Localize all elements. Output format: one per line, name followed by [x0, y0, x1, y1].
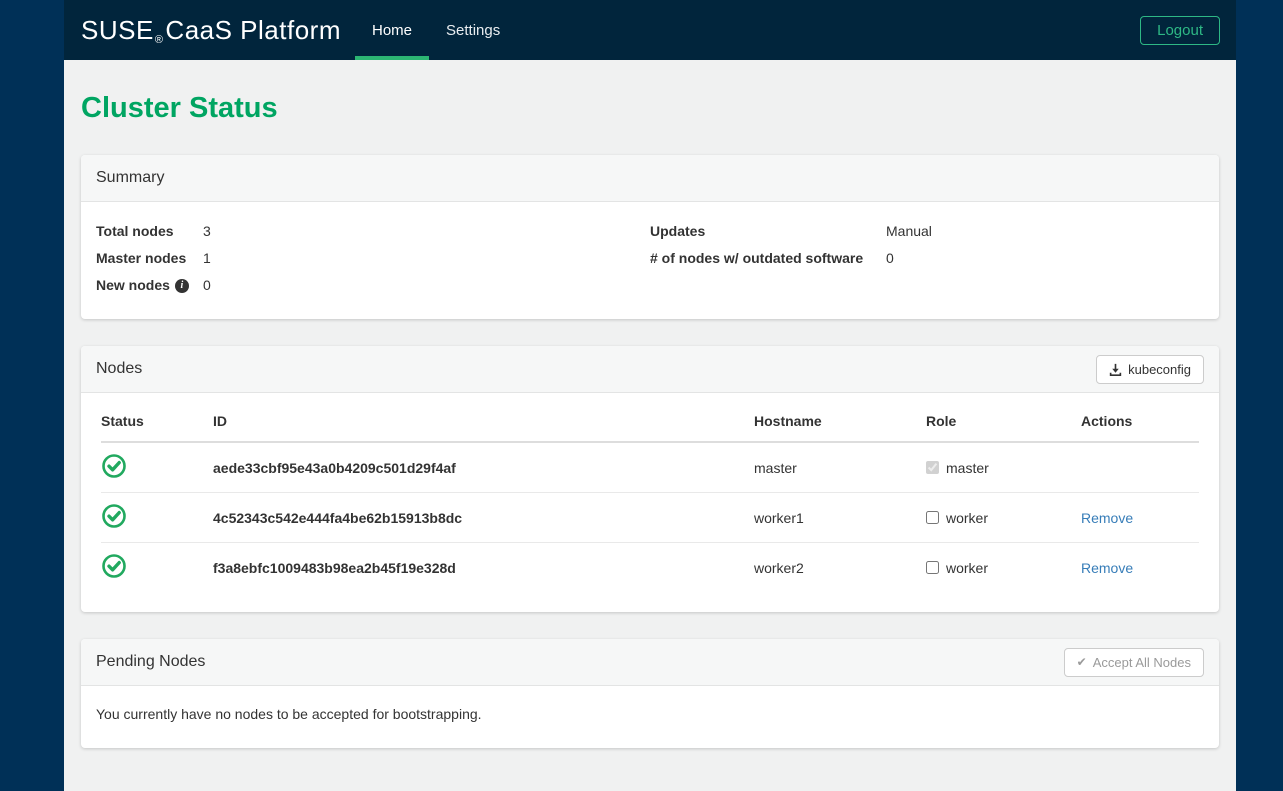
- pending-nodes-panel: Pending Nodes ✔ Accept All Nodes You cur…: [81, 639, 1219, 748]
- summary-body: Total nodes 3 Master nodes 1 New nodes i…: [81, 202, 1219, 319]
- status-ok-icon: [101, 453, 127, 479]
- summary-right-column: Updates Manual # of nodes w/ outdated so…: [650, 218, 1204, 299]
- role-checkbox[interactable]: [926, 511, 939, 524]
- status-ok-icon: [101, 553, 127, 579]
- pending-nodes-title: Pending Nodes: [96, 653, 206, 670]
- brand-product: CaaS Platform: [165, 14, 341, 45]
- tab-home[interactable]: Home: [355, 0, 430, 60]
- remove-node-link[interactable]: Remove: [1081, 559, 1134, 576]
- summary-left-column: Total nodes 3 Master nodes 1 New nodes i…: [96, 218, 650, 299]
- pending-panel-header: Pending Nodes ✔ Accept All Nodes: [81, 639, 1219, 686]
- nodes-panel: Nodes kubeconfig Status ID Hostname Role…: [81, 346, 1219, 612]
- nodes-table: Status ID Hostname Role Actions aede33cb…: [101, 399, 1199, 592]
- updates-label: Updates: [650, 223, 706, 239]
- new-nodes-label: New nodes i: [96, 272, 203, 299]
- summary-title: Summary: [96, 169, 165, 186]
- summary-row-total-nodes: Total nodes 3: [96, 218, 650, 245]
- column-header-actions: Actions: [1081, 399, 1199, 443]
- role-label: worker: [946, 559, 989, 576]
- role-label: worker: [946, 509, 989, 526]
- status-ok-icon: [101, 503, 127, 529]
- outdated-software-value: 0: [886, 250, 894, 266]
- table-row: aede33cbf95e43a0b4209c501d29f4af master ma…: [101, 442, 1199, 493]
- column-header-hostname: Hostname: [754, 399, 926, 443]
- registered-trademark: ®: [154, 34, 164, 46]
- page-container: SUSE ® CaaS Platform Home Settings Logout …: [64, 0, 1236, 791]
- accept-all-nodes-label: Accept All Nodes: [1092, 654, 1191, 670]
- updates-value: Manual: [886, 223, 932, 239]
- info-icon[interactable]: i: [174, 278, 189, 293]
- column-header-role: Role: [926, 399, 1081, 443]
- total-nodes-value: 3: [203, 223, 211, 239]
- summary-row-new-nodes: New nodes i 0: [96, 272, 650, 299]
- page-title: Cluster Status: [81, 92, 278, 124]
- kubeconfig-button-label: kubeconfig: [1128, 361, 1191, 377]
- role-checkbox[interactable]: [926, 461, 939, 474]
- navbar: SUSE ® CaaS Platform Home Settings Logout: [64, 0, 1236, 60]
- node-id: aede33cbf95e43a0b4209c501d29f4af: [213, 442, 754, 493]
- role-label: master: [946, 459, 989, 476]
- new-nodes-label-text: New nodes: [96, 277, 170, 293]
- summary-panel: Summary Total nodes 3 Master nodes 1 New…: [81, 155, 1219, 319]
- logout-button[interactable]: Logout: [1140, 15, 1220, 45]
- new-nodes-value: 0: [203, 277, 211, 293]
- nav-tabs: Home Settings: [355, 0, 517, 60]
- tab-settings-label: Settings: [446, 21, 501, 39]
- summary-row-master-nodes: Master nodes 1: [96, 245, 650, 272]
- column-header-status: Status: [101, 399, 213, 443]
- node-id: 4c52343c542e444fa4be62b15913b8dc: [213, 492, 754, 543]
- outdated-software-label: # of nodes w/ outdated software: [650, 250, 864, 266]
- summary-row-updates: Updates Manual: [650, 218, 1204, 245]
- node-hostname: master: [754, 442, 926, 493]
- master-nodes-value: 1: [203, 250, 211, 266]
- node-id: f3a8ebfc1009483b98ea2b45f19e328d: [213, 559, 456, 576]
- node-hostname: worker2: [754, 559, 804, 576]
- download-icon: [1109, 363, 1122, 376]
- total-nodes-label: Total nodes: [96, 223, 174, 239]
- kubeconfig-button[interactable]: kubeconfig: [1096, 354, 1204, 384]
- nodes-table-container: Status ID Hostname Role Actions aede33cb…: [81, 393, 1219, 612]
- pending-empty-message: You currently have no nodes to be accept…: [96, 706, 482, 722]
- node-hostname: worker1: [754, 492, 926, 543]
- check-icon: ✔: [1076, 655, 1087, 669]
- summary-panel-header: Summary: [81, 155, 1219, 202]
- table-header-row: Status ID Hostname Role Actions: [101, 399, 1199, 443]
- table-row: f3a8ebfc1009483b98ea2b45f19e328d worker2 w…: [101, 543, 1199, 593]
- tab-home-label: Home: [372, 21, 413, 39]
- role-checkbox[interactable]: [926, 561, 939, 574]
- summary-row-outdated: # of nodes w/ outdated software 0: [650, 245, 1204, 272]
- nodes-table-body: aede33cbf95e43a0b4209c501d29f4af master ma…: [101, 442, 1199, 592]
- nodes-panel-header: Nodes kubeconfig: [81, 346, 1219, 393]
- remove-node-link[interactable]: Remove: [1081, 509, 1134, 526]
- master-nodes-label: Master nodes: [96, 250, 187, 266]
- tab-settings[interactable]: Settings: [429, 0, 517, 60]
- nodes-title: Nodes: [96, 360, 143, 377]
- column-header-id: ID: [213, 399, 754, 443]
- table-row: 4c52343c542e444fa4be62b15913b8dc worker1 w…: [101, 492, 1199, 543]
- accept-all-nodes-button[interactable]: ✔ Accept All Nodes: [1063, 647, 1204, 677]
- brand-logo: SUSE ® CaaS Platform: [81, 0, 341, 60]
- brand-suse: SUSE: [81, 14, 154, 45]
